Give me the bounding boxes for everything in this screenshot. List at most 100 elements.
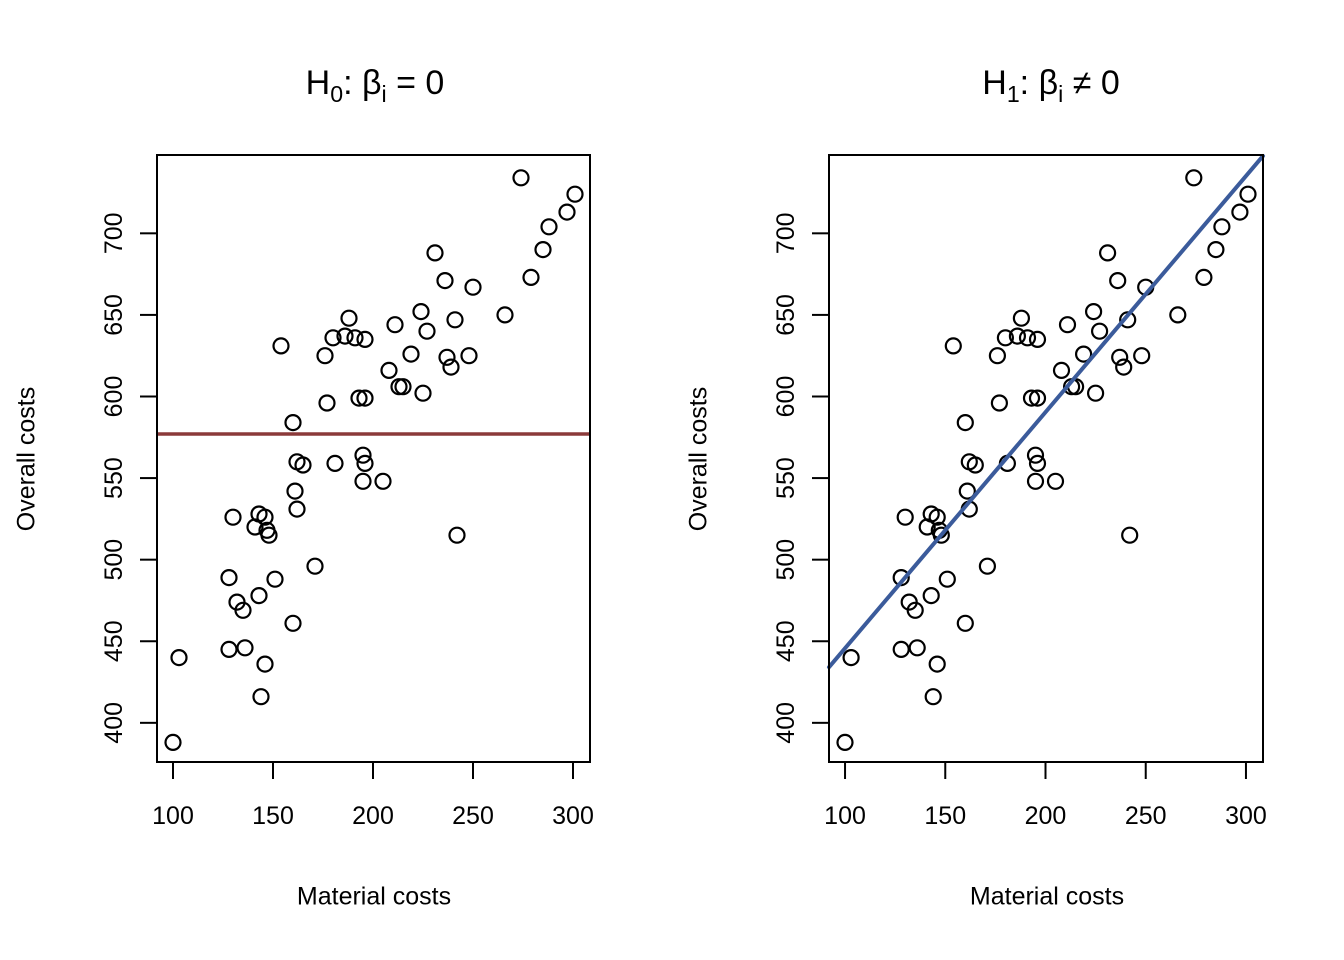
data-point (236, 639, 254, 657)
data-point (534, 241, 552, 259)
x-tick-label: 200 (352, 802, 394, 830)
data-point (266, 570, 284, 588)
data-point (956, 414, 974, 432)
data-point (932, 526, 950, 544)
title-h0-tail: = 0 (386, 64, 445, 103)
data-point (1239, 185, 1257, 203)
data-point (316, 347, 334, 365)
data-point (356, 454, 374, 472)
data-point (356, 330, 374, 348)
data-point (356, 389, 374, 407)
data-point (1231, 203, 1249, 221)
data-point (1026, 472, 1045, 490)
data-point (558, 203, 576, 221)
data-point (1084, 303, 1103, 321)
data-point (1098, 244, 1117, 262)
data-point (1028, 454, 1047, 472)
data-point (1008, 327, 1027, 345)
data-point (1074, 345, 1093, 363)
data-point (1111, 348, 1129, 366)
data-point (284, 614, 302, 632)
data-point (350, 389, 368, 407)
y-axis-label-left: Overall costs (12, 386, 41, 532)
x-tick-label: 100 (824, 802, 866, 830)
data-point (288, 500, 306, 518)
data-point (938, 570, 956, 588)
data-point (336, 327, 354, 345)
data-point (284, 414, 302, 432)
title-h1-lead: H (982, 64, 1007, 103)
title-h1-lead-sub: 1 (1006, 80, 1020, 107)
y-tick-label: 650 (772, 294, 800, 336)
data-point (896, 508, 914, 526)
data-point (1012, 309, 1031, 327)
data-point (1086, 384, 1105, 402)
data-point (1028, 389, 1047, 407)
x-tick-label: 250 (452, 802, 494, 830)
data-point (438, 348, 456, 366)
data-point (386, 316, 404, 334)
data-point (1026, 446, 1045, 464)
plot-title-h0: H0: βi = 0 (306, 64, 445, 108)
y-tick-label: 500 (772, 539, 800, 581)
data-point (966, 456, 984, 474)
y-tick-label: 600 (100, 376, 128, 418)
data-point (340, 309, 358, 327)
title-h0-lead-sub: 0 (330, 80, 344, 107)
data-point (1207, 241, 1225, 259)
title-h1-tail: ≠ 0 (1063, 64, 1120, 103)
y-tick-label: 600 (772, 376, 800, 418)
data-point (958, 482, 976, 500)
data-point (540, 218, 558, 236)
data-point (442, 358, 460, 376)
data-point (412, 303, 430, 321)
x-tick-label: 300 (552, 802, 594, 830)
data-point (354, 446, 372, 464)
data-point (566, 185, 584, 203)
y-tick-label: 450 (772, 620, 800, 662)
data-point (1133, 347, 1151, 365)
data-point (1028, 330, 1047, 348)
data-point (414, 384, 432, 402)
data-point (436, 272, 454, 290)
data-point (220, 640, 238, 659)
data-point (170, 648, 188, 667)
data-point (346, 329, 364, 347)
data-point (918, 518, 936, 536)
data-point (448, 526, 466, 544)
x-tick-label: 100 (152, 802, 194, 830)
y-tick-label: 650 (100, 294, 128, 336)
data-point (272, 337, 290, 355)
data-point (1058, 316, 1077, 334)
y-tick-label: 400 (772, 702, 800, 744)
y-tick-label: 550 (100, 457, 128, 499)
y-tick-label: 450 (100, 620, 128, 662)
data-point (1090, 322, 1109, 340)
data-point (956, 614, 974, 632)
y-tick-label: 700 (100, 212, 128, 254)
data-point (306, 557, 324, 575)
data-point (988, 347, 1007, 365)
data-point (250, 586, 268, 605)
data-point (294, 456, 312, 474)
data-point (928, 655, 946, 673)
data-point (380, 361, 398, 379)
plot-panel-1: 100 150 200 250 300 400 450 500 550 600 650 700 (772, 153, 1267, 830)
data-point (326, 454, 344, 472)
data-point (1052, 361, 1071, 379)
y-tick-label: 400 (100, 702, 128, 744)
data-point (978, 557, 997, 575)
data-point (522, 268, 540, 286)
title-h0-mid: : β (343, 64, 382, 103)
data-point (924, 688, 942, 706)
data-point (1195, 268, 1213, 286)
data-point (256, 508, 274, 526)
data-point (996, 329, 1015, 347)
data-point (1121, 526, 1139, 544)
plot-panel-0: 100 150 200 250 300 400 450 500 550 600 650 700 (100, 154, 594, 830)
data-point (394, 378, 412, 396)
data-point (842, 648, 860, 667)
data-point (354, 472, 372, 490)
